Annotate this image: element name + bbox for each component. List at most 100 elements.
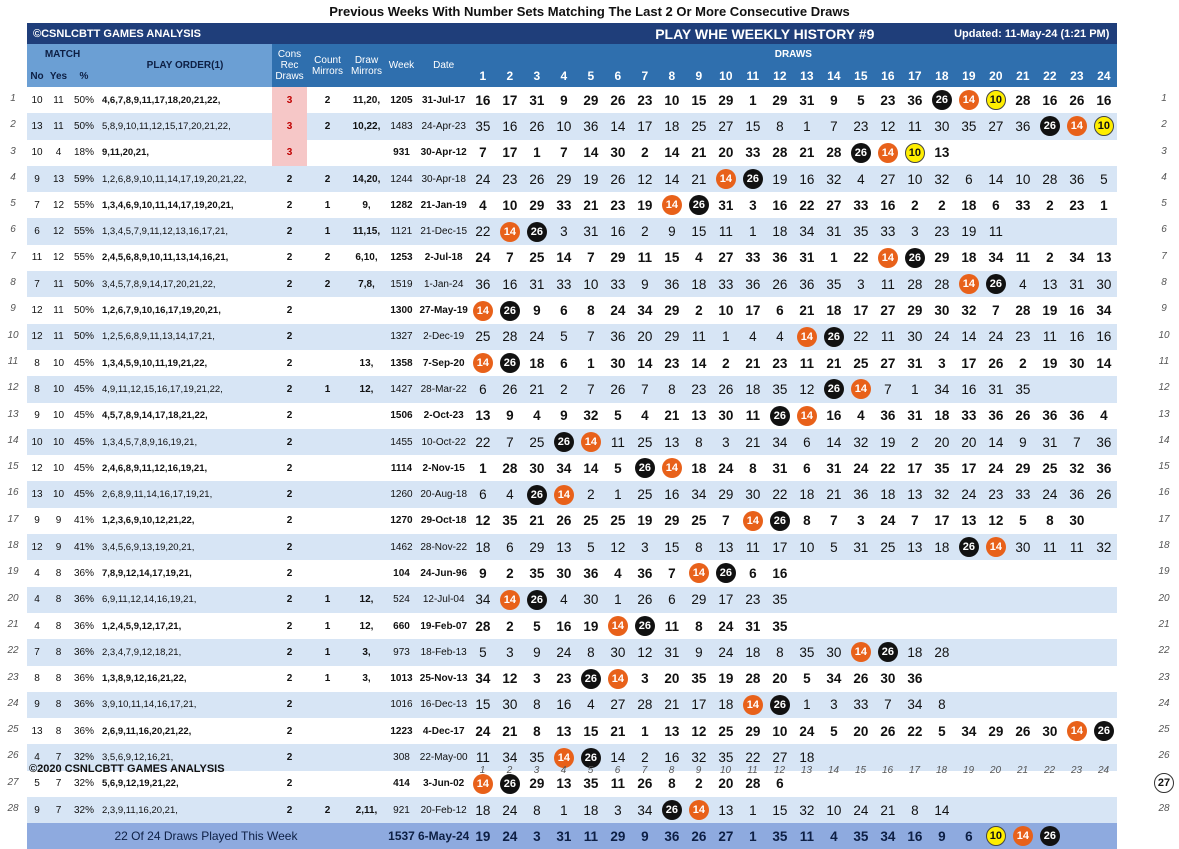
play-order-cell: 1,3,8,9,12,16,21,22, [98, 665, 272, 692]
draw-cell: 9 [523, 297, 551, 324]
match-no-cell: 9 [27, 165, 47, 193]
draw-cell: 11 [874, 323, 902, 350]
draw-cell [1063, 376, 1091, 403]
draw-cell: 23 [847, 113, 875, 140]
table-row: 7 11 50% 3,4,5,7,8,9,14,17,20,21,22, 2 2 7,8, 1… [27, 271, 1118, 298]
draw-cell: 14 [982, 428, 1010, 456]
draw-cell: 6 [982, 192, 1010, 219]
cons-rec-cell: 2 [272, 323, 307, 350]
row-number: 8 [1161, 277, 1167, 288]
draw-cell: 30 [1063, 507, 1091, 535]
count-mirrors-cell: 2 [307, 87, 348, 114]
draw-cell: 30 [550, 560, 578, 587]
draw-cell: 21 [658, 402, 686, 429]
draw-mirrors-cell: 3, [348, 639, 385, 666]
draw-column-footer-number: 9 [695, 765, 702, 776]
draw-cell: 2 [901, 192, 929, 219]
draw-cell: 14 [658, 165, 686, 193]
match-no-cell: 9 [27, 797, 47, 824]
draw-cell: 11 [577, 823, 605, 849]
draw-cell: 30 [604, 139, 632, 166]
row-number: 3 [10, 146, 16, 157]
draw-column-header: 12 [766, 65, 794, 87]
draw-cell: 23 [631, 87, 659, 114]
play-order-cell: 1,3,4,6,9,10,11,14,17,19,20,21, [98, 192, 272, 219]
draw-cell: 14 [793, 323, 821, 350]
week-header: Week [385, 44, 418, 87]
draw-cell: 25 [847, 349, 875, 377]
draw-cell: 18 [874, 481, 902, 508]
table-row: 8 10 45% 4,9,11,12,15,16,17,19,21,22, 2 1 12, 1… [27, 376, 1118, 403]
date-cell: 28-Mar-22 [418, 376, 470, 403]
draw-cell [820, 744, 848, 771]
draw-cell: 27 [874, 349, 902, 377]
draw-cell: 4 [496, 481, 524, 508]
draw-cell: 18 [820, 297, 848, 324]
draw-cell: 34 [820, 665, 848, 692]
table-row: 13 8 36% 2,6,9,11,16,20,21,22, 2 1223 4-Dec-17… [27, 718, 1118, 745]
draw-cell [1009, 139, 1037, 166]
draw-cell: 9 [523, 639, 551, 666]
draw-cell: 36 [631, 560, 659, 587]
count-mirrors-cell: 2 [307, 244, 348, 272]
match-yes-cell: 8 [47, 586, 70, 613]
draw-cell: 24 [523, 323, 551, 350]
draw-cell: 33 [874, 218, 902, 245]
draw-cell: 6 [469, 376, 497, 403]
count-mirrors-cell [307, 770, 348, 798]
draw-cell [1090, 376, 1118, 403]
draw-cell: 32 [577, 402, 605, 429]
draw-cell: 25 [523, 428, 551, 456]
draw-cell: 27 [766, 744, 794, 771]
row-number: 26 [7, 750, 19, 761]
row-number: 25 [1158, 724, 1170, 735]
draw-cell: 1 [469, 455, 497, 482]
date-cell: 27-May-19 [418, 297, 470, 324]
draw-cell: 4 [550, 586, 578, 613]
draw-column-footer-number: 16 [881, 765, 894, 776]
draw-cell: 26 [658, 797, 686, 824]
row-number: 6 [10, 224, 16, 235]
draw-cell: 5 [604, 455, 632, 482]
row-number: 27 [1153, 773, 1175, 793]
cons-rec-cell: 2 [272, 455, 307, 482]
play-order-cell: 3,4,5,6,9,13,19,20,21, [98, 534, 272, 561]
table-row: 11 12 55% 2,4,5,6,8,9,10,11,13,14,16,21, 2 2 6… [27, 244, 1118, 272]
draw-cell: 33 [1009, 192, 1037, 219]
match-yes-cell: 11 [47, 87, 70, 114]
row-number: 22 [1158, 645, 1170, 656]
date-cell: 2-Jul-18 [418, 244, 470, 272]
draw-column-footer-number: 4 [560, 765, 567, 776]
draw-cell: 15 [658, 244, 686, 272]
table-row: 12 10 45% 2,4,6,8,9,11,12,16,19,21, 2 1114 2-N… [27, 455, 1118, 482]
row-number: 28 [1158, 803, 1170, 814]
draw-cell: 25 [685, 507, 713, 535]
orange-ball-marker: 14 [742, 694, 763, 715]
draw-cell: 26 [496, 376, 524, 403]
draw-column-footer-number: 21 [1016, 765, 1029, 776]
draw-cell: 21 [820, 481, 848, 508]
draw-cell: 24 [496, 823, 524, 849]
draw-cell: 35 [847, 218, 875, 245]
draw-cell: 31 [658, 639, 686, 666]
draw-cell [847, 586, 875, 613]
draw-cell: 12 [874, 113, 902, 140]
draw-cell: 34 [469, 586, 497, 613]
draw-mirrors-cell: 11,15, [348, 218, 385, 245]
draw-cell: 14 [604, 744, 632, 771]
draw-cell: 16 [820, 402, 848, 429]
draw-cell: 8 [685, 534, 713, 561]
draw-column-footer-number: 5 [587, 765, 594, 776]
pct-header: % [70, 65, 98, 87]
draw-cell [955, 691, 983, 719]
draw-cell: 14 [1009, 823, 1037, 849]
draw-cell [847, 612, 875, 640]
row-number: 15 [1158, 461, 1170, 472]
draw-cell: 31 [793, 244, 821, 272]
table-row: 9 8 36% 3,9,10,11,14,16,17,21, 2 1016 16-Dec-1… [27, 691, 1118, 719]
row-number: 15 [7, 461, 19, 472]
draw-cell: 14 [1090, 349, 1118, 377]
draw-cell: 26 [766, 507, 794, 535]
draw-cell: 10 [550, 113, 578, 140]
draw-cell [1090, 507, 1118, 535]
